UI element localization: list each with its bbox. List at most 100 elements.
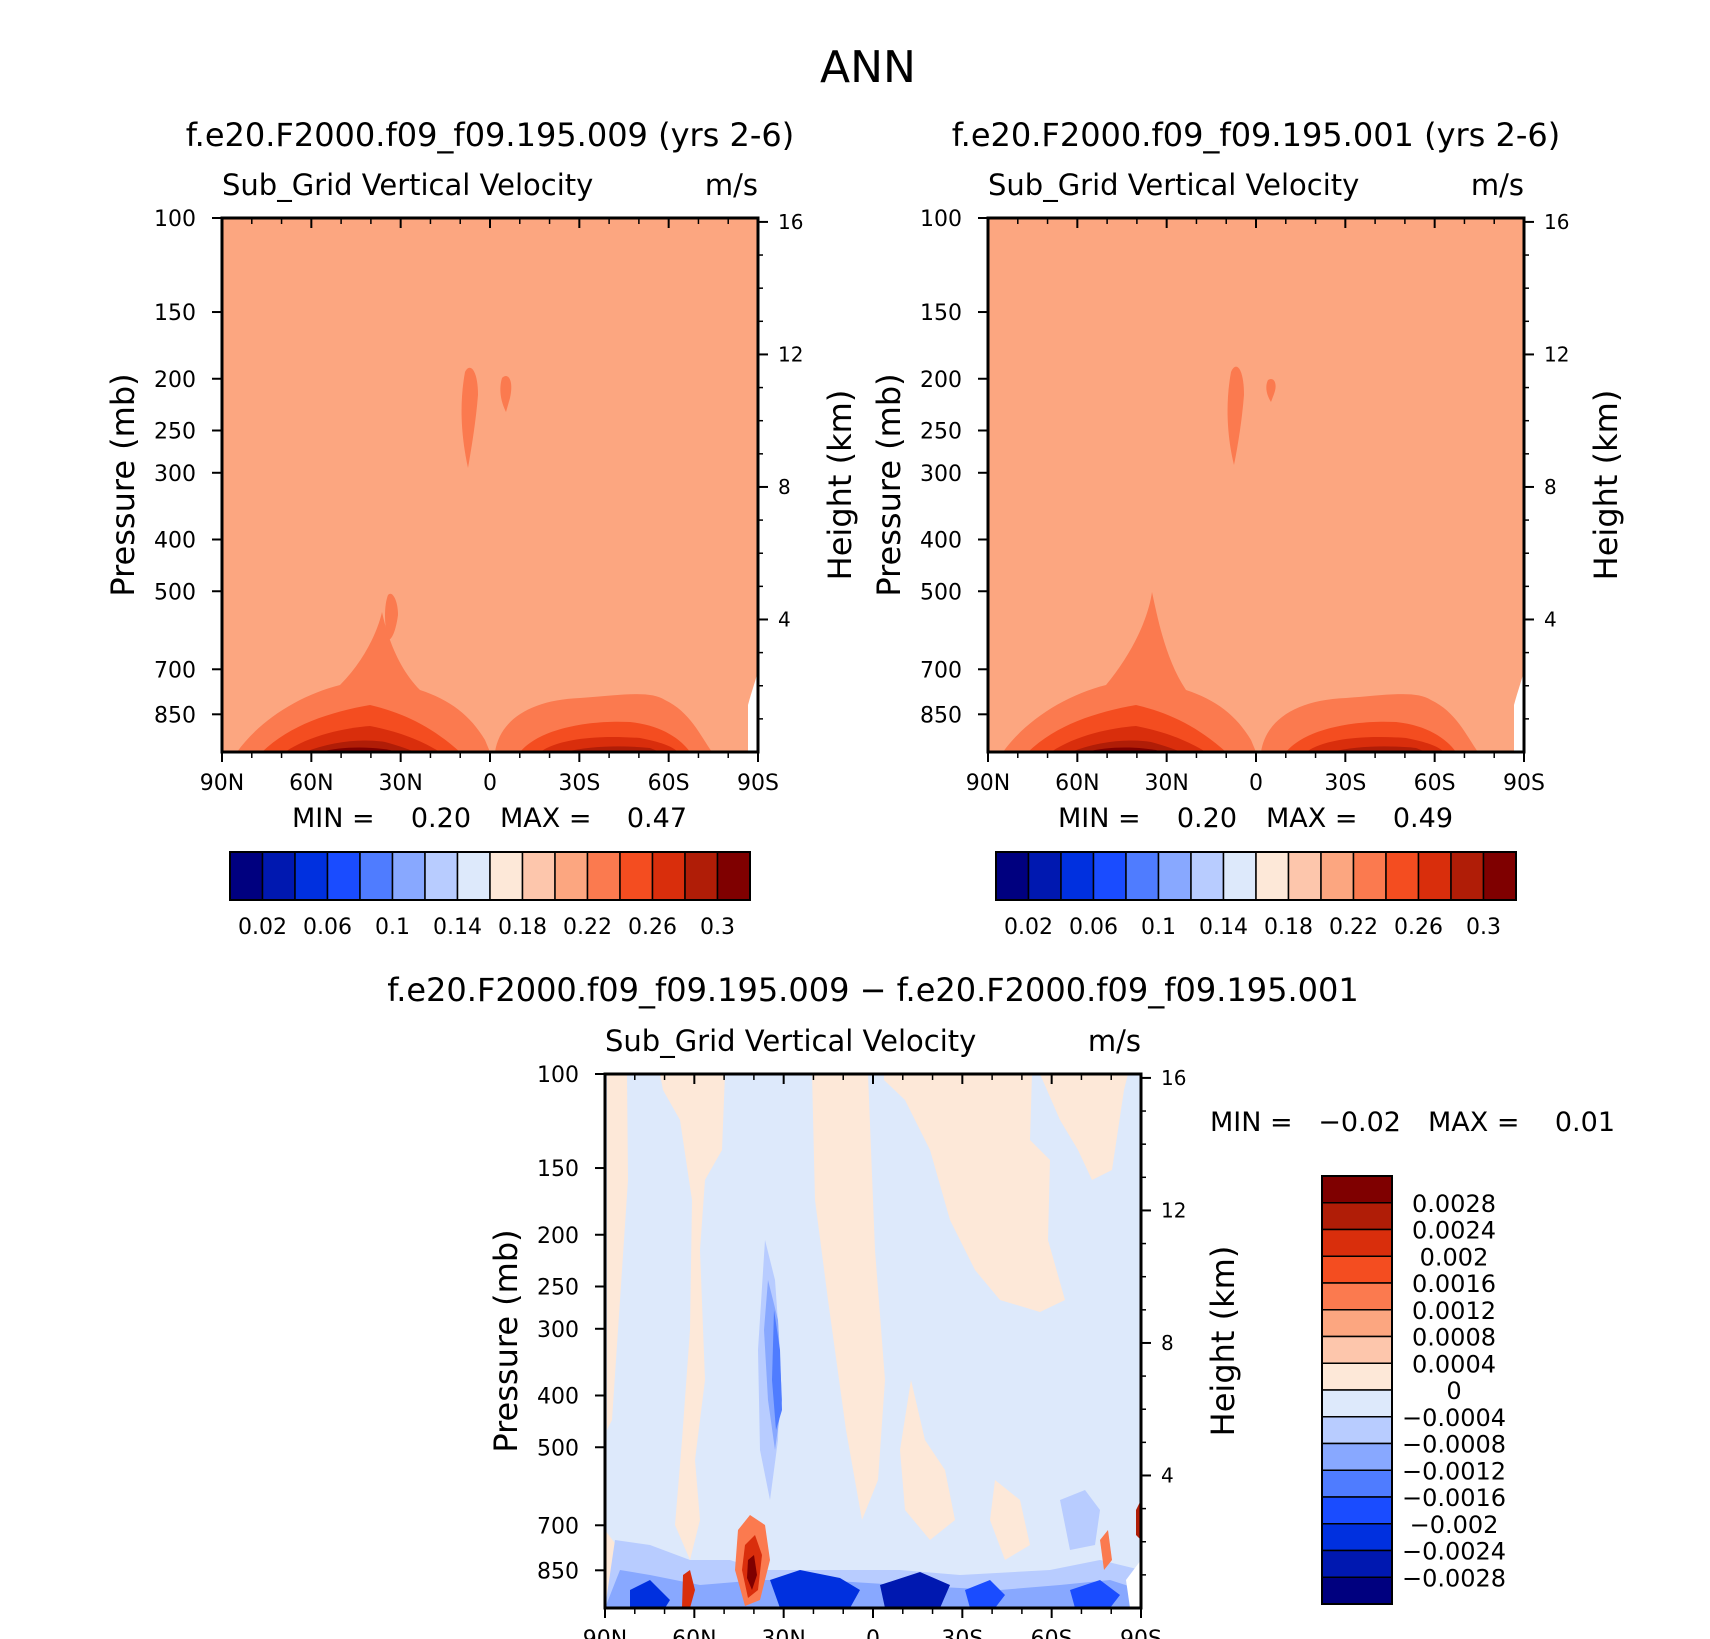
panel-3-y-axis-label: Pressure (mb): [487, 1229, 525, 1452]
panel-3-y-tick-label: 100: [537, 1063, 579, 1088]
panel-3-right-tick-label: 8: [1161, 1331, 1174, 1355]
panel-1-right-tick-label: 12: [778, 342, 803, 366]
panel-3-right-tick-label: 16: [1161, 1066, 1186, 1090]
panel-2-y-tick-label: 100: [920, 207, 962, 232]
panel-2-units-label: m/s: [1471, 168, 1524, 202]
panel-1-colorbar-swatch: [359, 851, 394, 901]
panel-1-x-tick-label: 30S: [558, 771, 600, 796]
panel-1-colorbar-swatch: [619, 851, 654, 901]
panel-3-right-tick-label: 12: [1161, 1198, 1186, 1222]
panel-1-colorbar-label: 0.18: [498, 915, 547, 940]
panel-3-colorbar-swatch: [1321, 1282, 1393, 1311]
panel-3-colorbar-label: −0.0008: [1402, 1431, 1506, 1459]
panel-1-x-tick-label: 60N: [289, 771, 333, 796]
panel-1-min-label: MIN =: [292, 803, 375, 834]
panel-1-x-tick-label: 90S: [737, 771, 779, 796]
panel-2-y-tick-label: 150: [920, 301, 962, 326]
panel-3-min-label: MIN =: [1210, 1107, 1293, 1138]
panel-3-x-tick-label: 30S: [941, 1627, 983, 1639]
panel-2-min-value: 0.20: [1177, 803, 1237, 834]
panel-2-colorbar-swatch: [1060, 851, 1095, 901]
panel-1-right-tick-label: 4: [778, 607, 791, 631]
panel-3-colorbar-label: −0.0016: [1402, 1484, 1506, 1512]
panel-3-right-axis-label: Height (km): [1204, 1246, 1242, 1437]
panel-2-colorbar-swatch: [1320, 851, 1355, 901]
panel-3-colorbar-label: 0.0012: [1412, 1297, 1496, 1325]
panel-3-units-label: m/s: [1088, 1024, 1141, 1058]
panel-3-colorbar-label: −0.0028: [1402, 1564, 1506, 1592]
panel-3-colorbar-frame: [1321, 1175, 1393, 1605]
panel-2-contour-field: [988, 218, 1524, 752]
panel-2-colorbar-swatch: [995, 851, 1030, 901]
panel-1-x-tick-label: 60S: [648, 771, 690, 796]
panel-2-x-tick-label: 60S: [1414, 771, 1456, 796]
panel-2-y-tick-label: 300: [920, 462, 962, 487]
panel-2-colorbar-label: 0.3: [1466, 915, 1501, 940]
panel-1-min-value: 0.20: [411, 803, 471, 834]
panel-1-y-tick-label: 150: [154, 301, 196, 326]
panel-2-colorbar-label: 0.22: [1329, 915, 1378, 940]
panel-3-colorbar-swatch: [1321, 1416, 1393, 1445]
panel-1-x-tick-label: 0: [483, 771, 497, 796]
panel-1-colorbar-swatch: [684, 851, 719, 901]
panel-2-colorbar-label: 0.06: [1069, 915, 1118, 940]
panel-3-y-tick-label: 700: [537, 1514, 579, 1539]
panel-3-colorbar-label: 0.0028: [1412, 1190, 1496, 1218]
panel-2-y-tick-label: 200: [920, 368, 962, 393]
panel-3-y-tick-label: 400: [537, 1385, 579, 1410]
panel-1-y-tick-label: 300: [154, 462, 196, 487]
panel-2-right-tick-label: 8: [1544, 475, 1557, 499]
panel-3-colorbar-label: −0.0024: [1402, 1538, 1506, 1566]
panel-3-x-tick-label: 90N: [583, 1627, 627, 1639]
panel-3-colorbar-swatch: [1321, 1523, 1393, 1552]
panel-2-colorbar: 0.02 0.06 0.1 0.14 0.18 0.22 0.26 0.3: [995, 851, 1517, 940]
panel-2-colorbar-frame: [995, 851, 1517, 901]
panel-1-variable-label: Sub_Grid Vertical Velocity: [222, 168, 593, 202]
panel-1-colorbar-label: 0.3: [700, 915, 735, 940]
panel-3-y-tick-label: 150: [537, 1157, 579, 1182]
panel-2-title: f.e20.F2000.f09_f09.195.001 (yrs 2-6): [952, 116, 1561, 154]
panel-2-colorbar-swatch: [1027, 851, 1062, 901]
panel-2-colorbar-label: 0.14: [1199, 915, 1248, 940]
panel-1-colorbar-label: 0.14: [433, 915, 482, 940]
panel-1-right-axis-label: Height (km): [821, 390, 859, 581]
panel-3-colorbar-swatch: [1321, 1228, 1393, 1257]
panel-2-x-tick-label: 30N: [1144, 771, 1188, 796]
panel-2-colorbar-swatch: [1352, 851, 1387, 901]
panel-3-colorbar-swatch: [1321, 1469, 1393, 1498]
panel-1-colorbar-swatch: [586, 851, 621, 901]
panel-1-axes: 90N 60N 30N 0 30S 60S 90S 100 150 200 250 300 400 500…: [154, 207, 803, 796]
panel-3-colorbar-label: −0.0004: [1402, 1404, 1506, 1432]
panel-1-y-tick-label: 250: [154, 419, 196, 444]
panel-2-colorbar-swatch: [1092, 851, 1127, 901]
panel-2-y-tick-label: 700: [920, 658, 962, 683]
panel-2-y-tick-label: 850: [920, 703, 962, 728]
panel-2-right-tick-label: 4: [1544, 607, 1557, 631]
panel-2-right-tick-label: 12: [1544, 342, 1569, 366]
panel-2-min-label: MIN =: [1058, 803, 1141, 834]
panel-3-x-tick-label: 0: [866, 1627, 880, 1639]
panel-2-variable-label: Sub_Grid Vertical Velocity: [988, 168, 1359, 202]
panel-2-x-tick-label: 90S: [1503, 771, 1545, 796]
panel-3: f.e20.F2000.f09_f09.195.009 − f.e20.F200…: [387, 971, 1615, 1639]
panel-2-colorbar-label: 0.26: [1394, 915, 1443, 940]
panel-3-colorbar-label: 0.002: [1420, 1243, 1489, 1271]
panel-1-colorbar-swatch: [229, 851, 264, 901]
panel-2-colorbar-swatch: [1417, 851, 1452, 901]
panel-3-colorbar-label: 0.0016: [1412, 1270, 1496, 1298]
panel-3-variable-label: Sub_Grid Vertical Velocity: [605, 1024, 976, 1058]
panel-3-y-tick-label: 200: [537, 1224, 579, 1249]
panel-3-colorbar-label: 0.0024: [1412, 1217, 1496, 1245]
panel-3-contour-field: [605, 1074, 1141, 1608]
panel-1-y-tick-label: 850: [154, 703, 196, 728]
panel-1-y-tick-label: 100: [154, 207, 196, 232]
panel-1-colorbar-swatch: [391, 851, 426, 901]
panel-3-colorbar: 0.00280.00240.0020.00160.00120.00080.000…: [1321, 1175, 1506, 1605]
panel-3-colorbar-swatch: [1321, 1202, 1393, 1231]
panel-1-max-label: MAX =: [500, 803, 591, 834]
panel-1-colorbar-swatch: [651, 851, 686, 901]
panel-1-colorbar-swatch: [326, 851, 361, 901]
panel-3-colorbar-label: −0.0012: [1402, 1457, 1506, 1485]
panel-3-max-label: MAX =: [1428, 1107, 1519, 1138]
